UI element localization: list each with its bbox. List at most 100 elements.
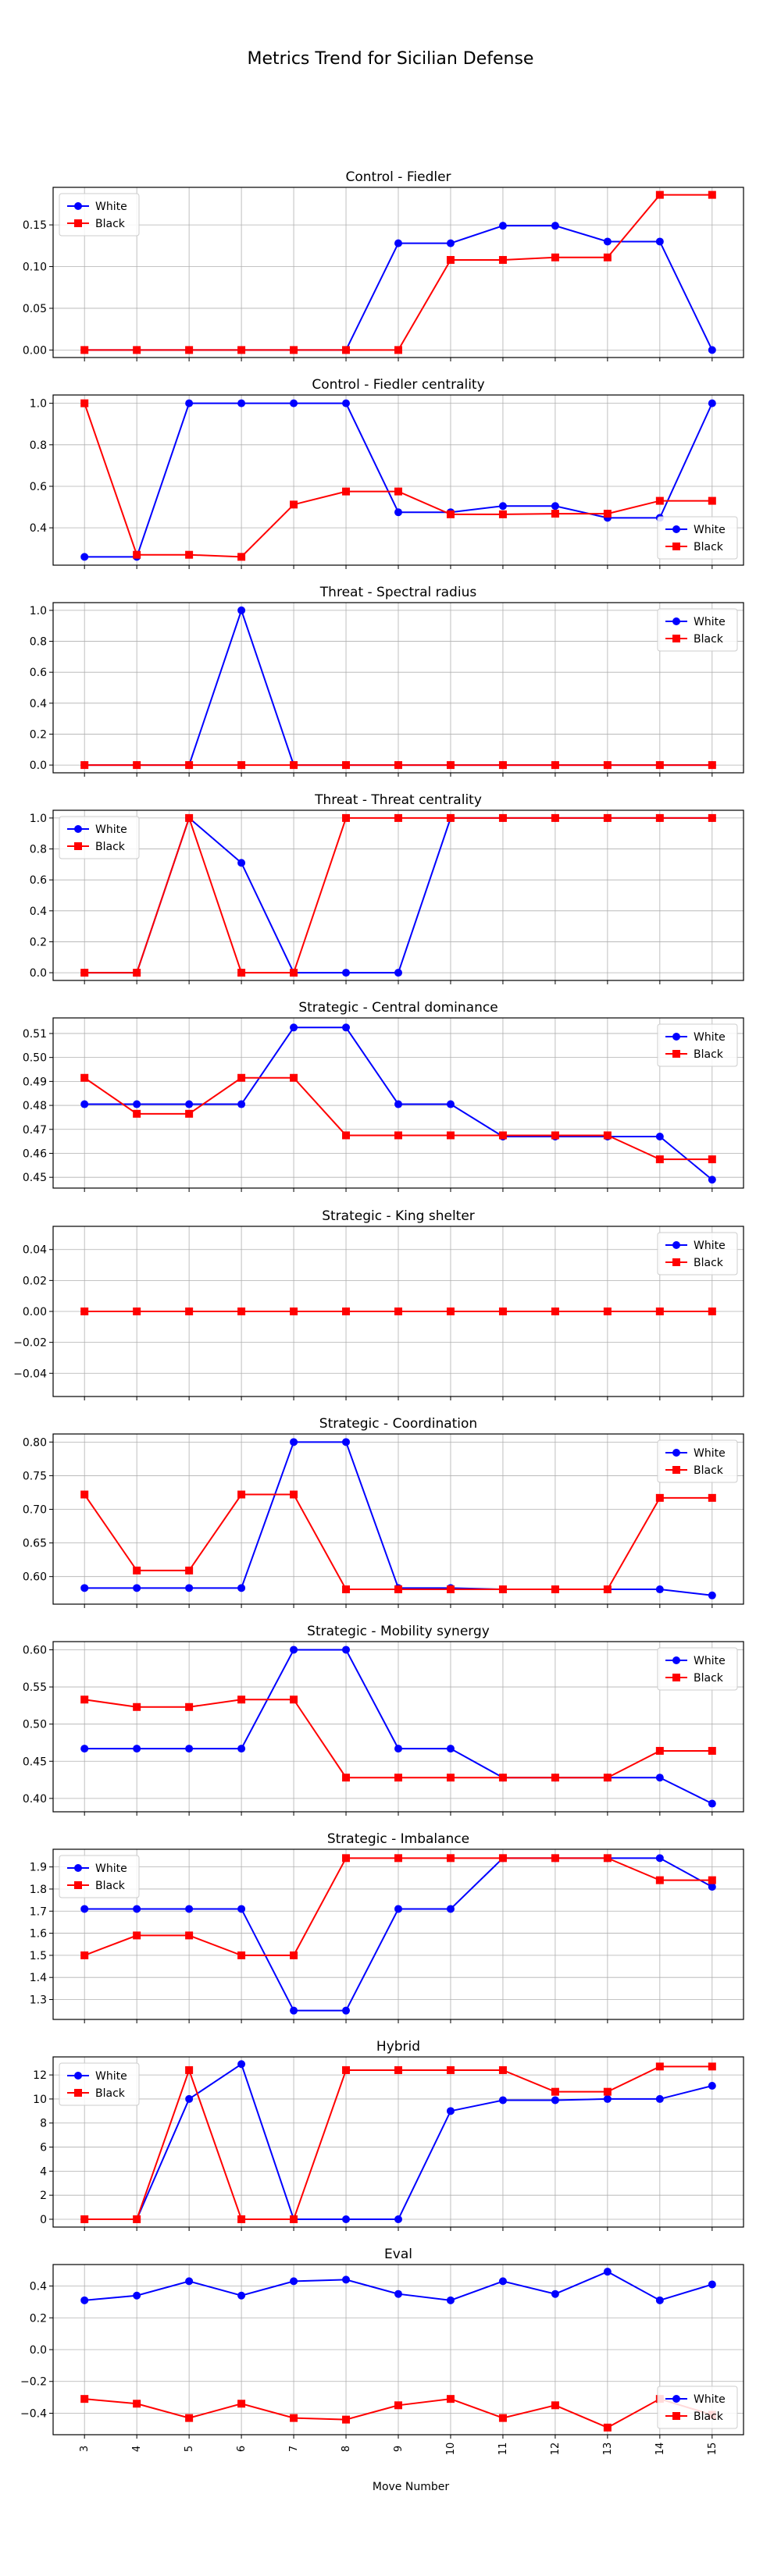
plot-frame — [52, 602, 744, 774]
data-point-black — [551, 1854, 559, 1863]
y-tick-label: 0.8 — [30, 439, 47, 452]
data-point-black — [708, 190, 716, 199]
plot-frame — [52, 1433, 744, 1605]
data-point-black — [80, 399, 89, 407]
x-tick-label: 10 — [445, 2443, 457, 2456]
subplot-title: Strategic - King shelter — [322, 1208, 475, 1224]
x-tick-label: 3 — [79, 2446, 91, 2452]
x-tick-label: 12 — [550, 2443, 562, 2456]
y-tick-label: 0.10 — [23, 262, 47, 274]
y-tick-label: 0.55 — [23, 1681, 47, 1694]
data-point-black — [290, 346, 298, 354]
x-tick-label: 6 — [236, 2446, 248, 2452]
data-point-black — [185, 2065, 194, 2074]
data-point-black — [80, 2395, 89, 2403]
data-point-black — [498, 2414, 507, 2422]
data-point-black — [133, 761, 141, 770]
legend-label: White — [95, 1863, 127, 1875]
data-point-white — [394, 2290, 402, 2298]
data-point-black — [708, 2062, 716, 2071]
y-tick-label: 0.2 — [30, 728, 47, 741]
data-point-white — [446, 2107, 455, 2115]
legend-label: White — [694, 616, 726, 628]
legend: White Black — [657, 1232, 738, 1276]
data-point-black — [342, 1585, 351, 1594]
legend: White Black — [657, 608, 738, 652]
subplot: Threat - Spectral radius 0.0 0.2 0.4 0.6 0.8 1… — [30, 585, 744, 777]
subplot: Strategic - Coordination 0.60 0.65 0.70 0.75… — [23, 1416, 744, 1608]
y-tick-label: 0.0 — [30, 2344, 47, 2357]
data-point-black — [498, 2065, 507, 2074]
data-point-white — [394, 239, 402, 247]
y-tick-label: 0.65 — [23, 1538, 47, 1550]
data-point-black — [133, 1308, 141, 1315]
data-point-black — [655, 1493, 664, 1502]
data-point-white — [708, 1591, 716, 1599]
y-tick-label: 0.60 — [23, 1644, 47, 1656]
legend-marker — [74, 219, 82, 227]
data-point-white — [185, 1745, 194, 1753]
data-point-black — [133, 969, 141, 977]
data-point-black — [655, 1876, 664, 1884]
data-point-black — [603, 2423, 612, 2432]
data-point-white — [80, 1745, 89, 1753]
data-point-black — [446, 1131, 455, 1140]
legend: White Black — [657, 1439, 738, 1483]
data-point-white — [342, 2006, 351, 2015]
legend-marker — [672, 1656, 680, 1664]
legend-marker — [672, 1674, 680, 1681]
x-tick-label: 14 — [654, 2443, 666, 2456]
legend-marker — [672, 2395, 680, 2403]
subplot-title: Strategic - Mobility synergy — [307, 1624, 490, 1639]
y-tick-label: 1.0 — [30, 398, 47, 411]
plot-frame — [52, 187, 744, 358]
data-point-white — [446, 1100, 455, 1108]
legend-marker — [672, 543, 680, 550]
subplot: Strategic - Central dominance 0.45 0.46 0.4… — [23, 1000, 744, 1192]
data-point-black — [394, 813, 402, 822]
x-tick-label: 13 — [602, 2443, 614, 2456]
data-point-black — [603, 1308, 612, 1315]
data-point-black — [237, 1308, 246, 1315]
data-point-black — [394, 1774, 402, 1782]
legend-marker — [672, 2412, 680, 2420]
data-point-black — [394, 1585, 402, 1594]
y-tick-label: 8 — [40, 2118, 47, 2130]
y-tick-label: 0.47 — [23, 1124, 47, 1137]
y-tick-label: 0.48 — [23, 1100, 47, 1112]
legend: White Black — [59, 816, 140, 859]
data-point-white — [708, 346, 716, 354]
y-tick-label: 0.50 — [23, 1052, 47, 1065]
data-point-white — [342, 1023, 351, 1032]
data-point-white — [551, 222, 559, 230]
data-point-white — [551, 2096, 559, 2105]
y-tick-label: 0.45 — [23, 1172, 47, 1184]
legend-marker — [672, 617, 680, 625]
y-tick-label: −0.2 — [20, 2376, 47, 2389]
data-point-black — [498, 1774, 507, 1782]
data-point-black — [708, 496, 716, 505]
data-point-white — [185, 1584, 194, 1592]
y-tick-label: 0.6 — [30, 874, 47, 887]
data-point-black — [498, 1131, 507, 1140]
data-point-white — [708, 2081, 716, 2090]
y-tick-label: 4 — [40, 2165, 47, 2178]
legend: White Black — [657, 516, 738, 560]
data-point-black — [708, 1493, 716, 1502]
data-point-black — [342, 813, 351, 822]
data-point-black — [498, 1585, 507, 1594]
data-point-white — [708, 399, 716, 407]
legend: White Black — [657, 1647, 738, 1691]
data-point-white — [708, 2280, 716, 2289]
data-point-black — [551, 761, 559, 770]
data-point-white — [498, 2277, 507, 2286]
subplot: Strategic - Mobility synergy 0.40 0.45 0.50… — [23, 1624, 744, 1816]
y-tick-label: 1.7 — [30, 1905, 47, 1918]
legend-label: Black — [694, 633, 724, 646]
data-point-black — [342, 1131, 351, 1140]
data-point-black — [185, 1109, 194, 1118]
plot-frame — [52, 1641, 744, 1813]
data-point-white — [133, 1584, 141, 1592]
data-point-black — [446, 1308, 455, 1315]
